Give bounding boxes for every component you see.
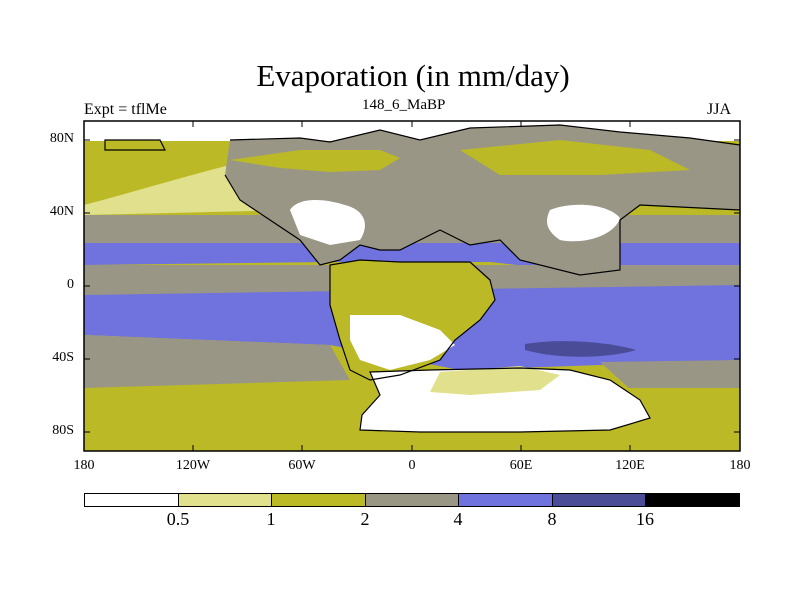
colorbar-label: 8 [547, 509, 557, 529]
x-tick-label: 60W [288, 458, 316, 473]
colorbar-segment [646, 494, 740, 506]
coastlines [104, 124, 741, 433]
y-tick-label: 80N [49, 131, 74, 146]
map-title: Evaporation (in mm/day) [256, 58, 570, 93]
y-tick-label: 40N [49, 204, 74, 219]
colorbar-label: 1 [266, 509, 276, 529]
x-tick-label: 0 [408, 458, 416, 473]
colorbar-segment [85, 494, 179, 506]
colorbar-segment [459, 494, 553, 506]
experiment-label: Expt = tflMe [84, 101, 167, 118]
grey-band-south-west [84, 335, 350, 388]
arctic-island [105, 140, 165, 150]
colorbar-segment [552, 494, 647, 506]
y-tick-label: 0 [67, 277, 74, 292]
x-tick-label: 180 [73, 458, 95, 473]
colorbar-segment [365, 494, 460, 506]
desert-south [350, 315, 455, 370]
northern-land-band [230, 150, 400, 172]
colorbar-segment [272, 494, 366, 506]
y-tick-label: 80S [52, 423, 74, 438]
colorbar-label: 0.5 [166, 509, 190, 529]
colorbar-label: 16 [636, 509, 654, 529]
colorbar-segment [178, 494, 273, 506]
tick-marks [83, 121, 741, 451]
colorbar [84, 493, 740, 507]
y-tick-label: 40S [52, 350, 74, 365]
colorbar-label: 4 [453, 509, 463, 529]
north-asia-band [460, 140, 690, 175]
south-land-upper [380, 270, 480, 310]
season-label: JJA [707, 101, 732, 118]
colorbar-label: 2 [360, 509, 370, 529]
x-tick-label: 180 [729, 458, 751, 473]
map-fields [84, 121, 740, 451]
southern-light-patch [430, 366, 560, 395]
x-tick-label: 120W [175, 458, 211, 473]
x-tick-label: 60E [509, 458, 533, 473]
period-label: 148_6_MaBP [362, 97, 446, 113]
high-evaporation-patch [525, 341, 636, 357]
desert-north-america [290, 200, 365, 245]
x-tick-label: 120E [615, 458, 645, 473]
antarctic-region [360, 368, 650, 432]
desert-asia [547, 204, 620, 242]
